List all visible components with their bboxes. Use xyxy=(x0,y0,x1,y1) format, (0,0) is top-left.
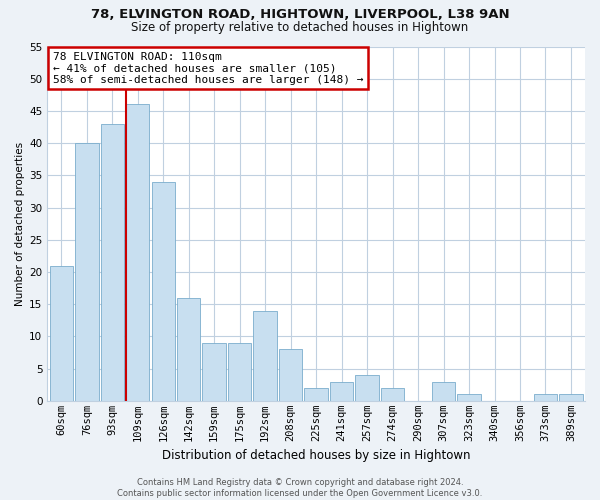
Bar xyxy=(279,350,302,401)
Text: 78 ELVINGTON ROAD: 110sqm
← 41% of detached houses are smaller (105)
58% of semi: 78 ELVINGTON ROAD: 110sqm ← 41% of detac… xyxy=(53,52,363,85)
Bar xyxy=(50,266,73,401)
Bar xyxy=(457,394,481,401)
Bar xyxy=(228,343,251,401)
Bar xyxy=(152,182,175,401)
Y-axis label: Number of detached properties: Number of detached properties xyxy=(15,142,25,306)
Bar xyxy=(177,298,200,401)
Bar xyxy=(330,382,353,401)
Bar xyxy=(381,388,404,401)
Text: 78, ELVINGTON ROAD, HIGHTOWN, LIVERPOOL, L38 9AN: 78, ELVINGTON ROAD, HIGHTOWN, LIVERPOOL,… xyxy=(91,8,509,20)
Bar xyxy=(432,382,455,401)
Text: Contains HM Land Registry data © Crown copyright and database right 2024.
Contai: Contains HM Land Registry data © Crown c… xyxy=(118,478,482,498)
Bar xyxy=(202,343,226,401)
Bar xyxy=(355,375,379,401)
Bar xyxy=(559,394,583,401)
Bar xyxy=(253,310,277,401)
Bar xyxy=(304,388,328,401)
Text: Size of property relative to detached houses in Hightown: Size of property relative to detached ho… xyxy=(131,21,469,34)
X-axis label: Distribution of detached houses by size in Hightown: Distribution of detached houses by size … xyxy=(162,450,470,462)
Bar xyxy=(75,143,98,401)
Bar xyxy=(101,124,124,401)
Bar xyxy=(534,394,557,401)
Bar xyxy=(126,104,149,401)
